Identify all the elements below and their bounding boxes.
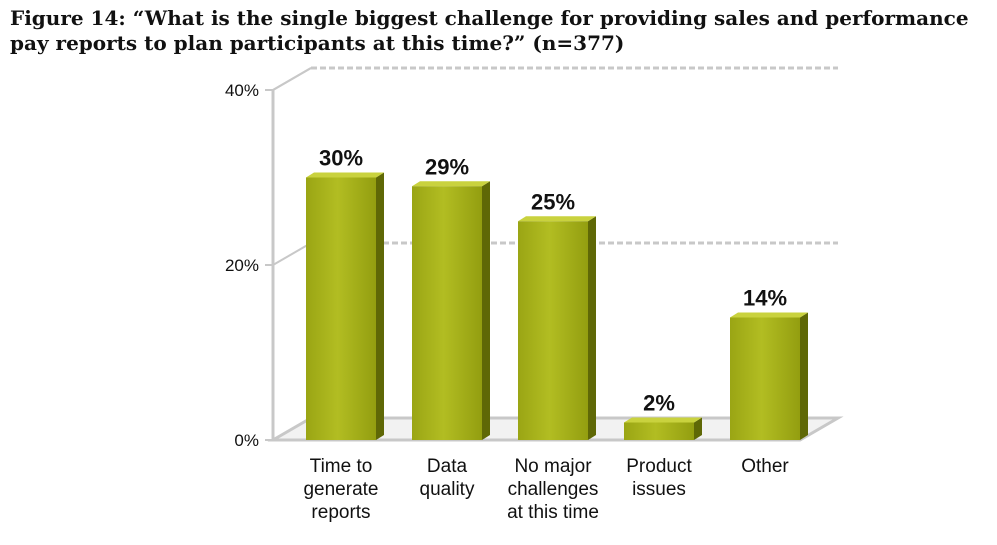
- bar: [412, 181, 490, 440]
- gridline-depth: [272, 67, 312, 91]
- data-label: 14%: [743, 286, 787, 311]
- y-tick-label: 40%: [225, 81, 259, 100]
- data-label: 25%: [531, 189, 575, 214]
- bar-front: [730, 317, 800, 440]
- bar: [730, 312, 808, 440]
- bar: [518, 216, 596, 440]
- bar-side: [482, 181, 490, 440]
- bar-front: [518, 221, 588, 440]
- bar-side: [376, 172, 384, 440]
- bar-top: [412, 181, 490, 187]
- bar-top: [624, 417, 702, 423]
- bar-front: [306, 177, 376, 440]
- y-tick-label: 0%: [234, 431, 259, 450]
- bar: [306, 172, 384, 440]
- data-label: 29%: [425, 154, 469, 179]
- category-label: Data quality: [420, 456, 475, 500]
- bar: [624, 417, 702, 440]
- bar-top: [730, 312, 808, 318]
- gridline-depth: [272, 242, 312, 266]
- bar-side: [694, 417, 702, 440]
- bar-front: [624, 422, 694, 440]
- bar-side: [588, 216, 596, 440]
- data-label: 30%: [319, 146, 363, 171]
- data-label: 2%: [643, 391, 675, 416]
- category-label: No major challenges at this time: [507, 456, 599, 523]
- y-tick-label: 20%: [225, 256, 259, 275]
- bar-front: [412, 186, 482, 440]
- bar-top: [306, 172, 384, 178]
- category-label: Other: [741, 456, 789, 477]
- chart-title: Figure 14: “What is the single biggest c…: [10, 6, 969, 55]
- category-label: Time to generate reports: [303, 456, 378, 523]
- bar-top: [518, 216, 596, 222]
- bar-side: [800, 312, 808, 440]
- category-label: Product issues: [626, 456, 692, 500]
